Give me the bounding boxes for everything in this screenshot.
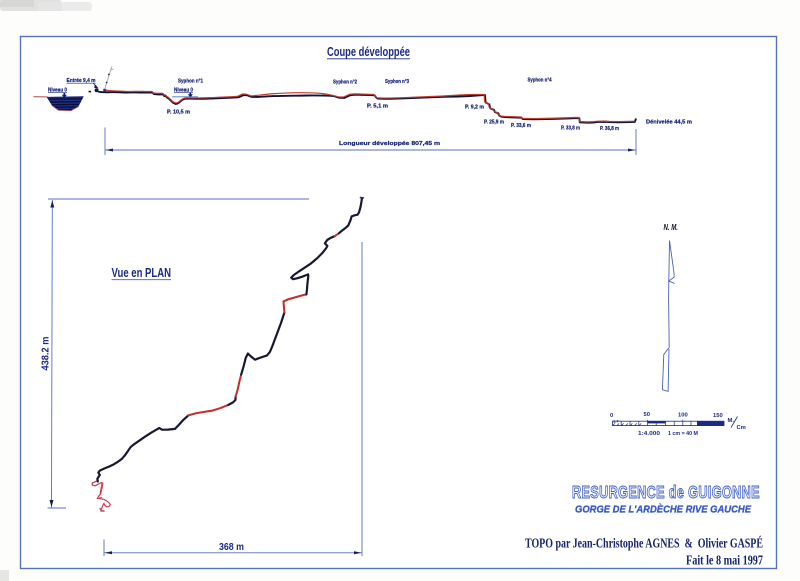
- svg-text:1:4.000: 1:4.000: [638, 431, 660, 437]
- svg-text:M.: M.: [728, 418, 735, 424]
- svg-text:100: 100: [678, 413, 688, 419]
- svg-text:1 cm = 40 M: 1 cm = 40 M: [668, 431, 698, 437]
- svg-text:P. 9,2 m: P. 9,2 m: [465, 105, 484, 111]
- svg-text:Niveau 0: Niveau 0: [174, 87, 193, 93]
- svg-text:P. 25,9 m: P. 25,9 m: [484, 119, 504, 125]
- svg-text:Syphon n°2: Syphon n°2: [333, 80, 357, 86]
- svg-text:Syphon n°1: Syphon n°1: [178, 79, 203, 85]
- svg-text:GORGE DE L'ARDÈCHE RIVE GAUCHE: GORGE DE L'ARDÈCHE RIVE GAUCHE: [575, 503, 752, 516]
- svg-text:TOPO par Jean-Christophe AGNES: TOPO par Jean-Christophe AGNES & Olivier…: [525, 536, 763, 551]
- svg-text:P. 36,8 m: P. 36,8 m: [600, 126, 619, 132]
- svg-text:N. M.: N. M.: [664, 223, 679, 232]
- svg-text:Syphon n°3: Syphon n°3: [385, 79, 409, 85]
- svg-text:Longueur développée 807,45 m: Longueur développée 807,45 m: [339, 141, 440, 147]
- svg-text:Dénivelée 44,5 m: Dénivelée 44,5 m: [646, 120, 692, 126]
- svg-text:Niveau 0: Niveau 0: [48, 88, 67, 94]
- svg-text:438.2 m: 438.2 m: [40, 337, 52, 371]
- svg-text:50: 50: [644, 412, 650, 418]
- svg-text:P. 33,8 m: P. 33,8 m: [561, 126, 580, 132]
- svg-text:P. 5,1 m: P. 5,1 m: [367, 104, 388, 110]
- svg-text:Syphon n°4: Syphon n°4: [528, 78, 553, 84]
- svg-text:Coupe développée: Coupe développée: [327, 45, 410, 59]
- svg-text:Entrée 9,4 m: Entrée 9,4 m: [67, 78, 96, 84]
- svg-text:0: 0: [610, 413, 613, 419]
- svg-text:P. 10,5 m: P. 10,5 m: [167, 110, 190, 116]
- svg-text:368 m: 368 m: [219, 542, 244, 553]
- svg-text:Cm: Cm: [737, 425, 746, 431]
- svg-text:150: 150: [713, 413, 723, 419]
- svg-text:RESURGENCE de GUIGONNE: RESURGENCE de GUIGONNE: [572, 482, 760, 502]
- svg-text:P. 33,6 m: P. 33,6 m: [511, 123, 531, 129]
- svg-text:Vue en PLAN: Vue en PLAN: [112, 266, 172, 280]
- svg-text:Fait le 8 mai 1997: Fait le 8 mai 1997: [686, 553, 763, 568]
